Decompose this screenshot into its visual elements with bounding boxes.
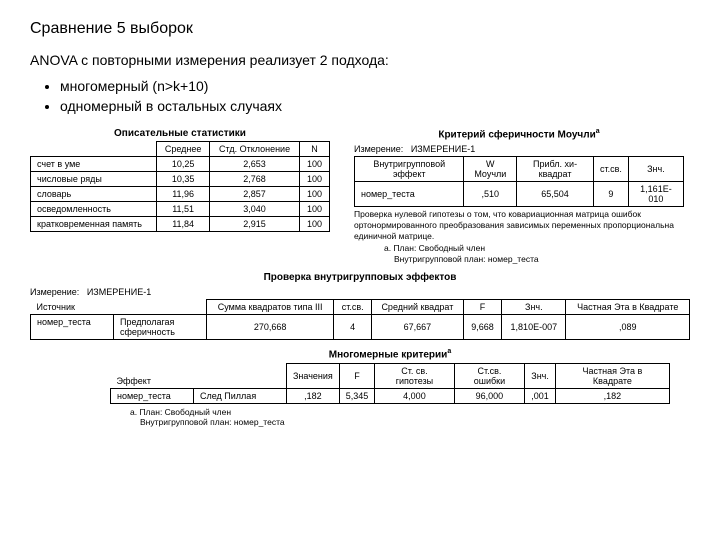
bullet-item: многомерный (n>k+10) [60, 78, 690, 94]
multi-col: F [339, 363, 375, 388]
descr-col: Среднее [157, 142, 210, 157]
mauchly-cell: 9 [593, 182, 628, 207]
within-cell: 9,668 [463, 315, 501, 340]
multi-col: Частная Эта в Квадрате [555, 363, 669, 388]
multi-table: Эффект Значения F Ст. св. гипотезы Ст.св… [110, 363, 670, 404]
descr-cell: 11,84 [157, 217, 210, 232]
mauchly-note: Проверка нулевой гипотезы о том, что ков… [354, 209, 684, 241]
within-col: Знч. [502, 300, 566, 315]
mauchly-cell: ,510 [464, 182, 517, 207]
multi-cell: ,182 [555, 388, 669, 403]
descr-table: Среднее Стд. Отклонение N счет в уме10,2… [30, 141, 330, 232]
descr-cell: 3,040 [210, 202, 300, 217]
descr-cell: 100 [300, 202, 330, 217]
mauchly-cell: 1,161E-010 [628, 182, 683, 207]
multi-block: Многомерные критерииa Эффект Значения F … [110, 348, 670, 428]
within-col: ст.св. [334, 300, 372, 315]
descr-cell: словарь [31, 187, 157, 202]
descr-title: Описательные статистики [30, 128, 330, 139]
within-col: F [463, 300, 501, 315]
multi-cell: ,182 [287, 388, 340, 403]
multi-cell: 5,345 [339, 388, 375, 403]
multi-cell: номер_теста [111, 388, 194, 403]
within-cell: 1,810E-007 [502, 315, 566, 340]
mauchly-title: Критерий сферичности Моучлиa [354, 128, 684, 140]
mauchly-cell: номер_теста [355, 182, 464, 207]
multi-cell: След Пиллая [194, 388, 287, 403]
multi-cell: ,001 [525, 388, 556, 403]
bullet-list: многомерный (n>k+10) одномерный в осталь… [60, 78, 690, 114]
descr-cell: 10,35 [157, 172, 210, 187]
within-col: Сумма квадратов типа III [207, 300, 334, 315]
descr-cell: кратковременная память [31, 217, 157, 232]
within-block: Проверка внутригрупповых эффектов Измере… [30, 272, 690, 340]
within-cell: 67,667 [372, 315, 464, 340]
descr-col: Стд. Отклонение [210, 142, 300, 157]
within-table: Источник Сумма квадратов типа III ст.св.… [30, 299, 690, 340]
descr-cell: 10,25 [157, 157, 210, 172]
within-cell: 4 [334, 315, 372, 340]
mauchly-col: Внутригрупповой эффект [355, 157, 464, 182]
multi-cell: 96,000 [454, 388, 525, 403]
descr-cell: 2,857 [210, 187, 300, 202]
descr-cell: 100 [300, 157, 330, 172]
within-cell: Предполагая сферичность [114, 315, 207, 340]
descr-col [31, 142, 157, 157]
mauchly-measure: Измерение: ИЗМЕРЕНИЕ-1 [354, 144, 684, 154]
descr-col: N [300, 142, 330, 157]
within-col: Источник [31, 300, 207, 315]
within-cell: номер_теста [31, 315, 114, 340]
within-col: Частная Эта в Квадрате [566, 300, 690, 315]
within-title: Проверка внутригрупповых эффектов [30, 272, 690, 283]
multi-col: Эффект [111, 363, 287, 388]
page-heading: Сравнение 5 выборок [30, 20, 690, 38]
within-measure: Измерение: ИЗМЕРЕНИЕ-1 [30, 287, 690, 297]
bullet-item: одномерный в остальных случаях [60, 98, 690, 114]
descr-cell: счет в уме [31, 157, 157, 172]
descr-cell: 11,51 [157, 202, 210, 217]
mauchly-block: Критерий сферичности Моучлиa Измерение: … [354, 128, 684, 264]
mauchly-col: ст.св. [593, 157, 628, 182]
within-cell: 270,668 [207, 315, 334, 340]
multi-col: Ст.св. ошибки [454, 363, 525, 388]
multi-cell: 4,000 [375, 388, 454, 403]
mauchly-table: Внутригрупповой эффект W Моучли Прибл. х… [354, 156, 684, 207]
descr-cell: 100 [300, 172, 330, 187]
descr-cell: 100 [300, 217, 330, 232]
page-subheading: ANOVA с повторными измерения реализует 2… [30, 52, 690, 68]
descr-cell: 2,768 [210, 172, 300, 187]
mauchly-col: Знч. [628, 157, 683, 182]
multi-note-a: a. План: Свободный член Внутригрупповой … [130, 407, 670, 428]
within-col: Средний квадрат [372, 300, 464, 315]
descr-cell: осведомленность [31, 202, 157, 217]
multi-col: Ст. св. гипотезы [375, 363, 454, 388]
mauchly-cell: 65,504 [517, 182, 594, 207]
multi-col: Значения [287, 363, 340, 388]
multi-title: Многомерные критерииa [110, 348, 670, 360]
descr-cell: 11,96 [157, 187, 210, 202]
descr-cell: 2,915 [210, 217, 300, 232]
multi-col: Знч. [525, 363, 556, 388]
descr-cell: числовые ряды [31, 172, 157, 187]
mauchly-note-a: a. План: Свободный член Внутригрупповой … [384, 243, 684, 264]
descriptive-stats-block: Описательные статистики Среднее Стд. Отк… [30, 128, 330, 264]
mauchly-col: W Моучли [464, 157, 517, 182]
mauchly-col: Прибл. хи-квадрат [517, 157, 594, 182]
within-cell: ,089 [566, 315, 690, 340]
descr-cell: 2,653 [210, 157, 300, 172]
descr-cell: 100 [300, 187, 330, 202]
